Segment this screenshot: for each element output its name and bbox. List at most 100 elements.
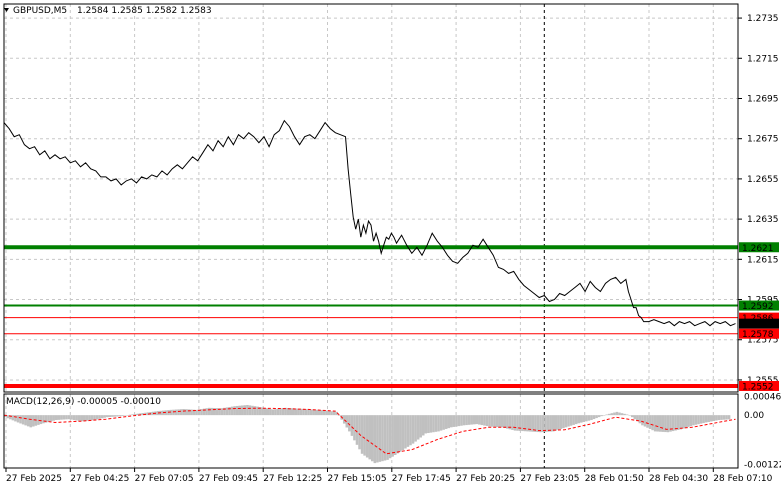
macd-histogram-bar xyxy=(386,415,389,460)
macd-histogram-bar xyxy=(309,409,313,416)
axis-frame xyxy=(3,3,739,469)
triangle-down-icon[interactable] xyxy=(4,8,9,12)
x-tick-label: 27 Feb 23:05 xyxy=(520,474,579,484)
macd-histogram-bar xyxy=(409,415,412,446)
macd-histogram-bar xyxy=(411,415,415,444)
macd-histogram-bar xyxy=(628,415,631,416)
macd-histogram-bar xyxy=(725,415,728,420)
macd-histogram-bar xyxy=(651,415,654,431)
macd-histogram-bar xyxy=(559,415,563,429)
macd-histogram-bar xyxy=(220,408,224,416)
macd-histogram-bar xyxy=(406,415,410,447)
y-tick-label: 1.2615 xyxy=(747,255,779,265)
macd-histogram-bar xyxy=(549,415,552,432)
macd-histogram-bar xyxy=(717,415,721,421)
macd-histogram-bar xyxy=(572,415,575,425)
macd-histogram-bar xyxy=(620,413,624,416)
macd-histogram-bar xyxy=(427,415,430,434)
macd-histogram-bar xyxy=(29,415,33,428)
macd-histogram-bar xyxy=(9,415,12,420)
macd-histogram-bar xyxy=(465,415,468,426)
macd-histogram-bar xyxy=(184,409,188,416)
macd-histogram-bar xyxy=(141,413,145,416)
macd-histogram-bar xyxy=(192,409,196,416)
macd-histogram-bar xyxy=(314,409,318,416)
macd-histogram-bar xyxy=(638,415,642,424)
macd-histogram-bar xyxy=(676,415,680,430)
macd-histogram-bar xyxy=(182,409,185,416)
macd-histogram-bar xyxy=(322,410,326,416)
macd-histogram-bar xyxy=(388,415,392,459)
macd-histogram-bar xyxy=(342,415,346,424)
macd-histogram-bar xyxy=(228,407,231,416)
macd-histogram-bar xyxy=(694,415,698,425)
macd-histogram-bar xyxy=(727,415,731,420)
price-tag-label: 1.2578 xyxy=(742,330,774,340)
macd-histogram-bar xyxy=(6,415,10,419)
macd-histogram-bar xyxy=(105,415,109,418)
macd-histogram-bar xyxy=(258,407,262,416)
macd-histogram-bar xyxy=(39,415,43,425)
macd-histogram-bar xyxy=(274,409,277,416)
macd-histogram-bar xyxy=(320,410,323,416)
macd-axis: 0.00046 0.00 -0.00122 xyxy=(744,392,781,470)
macd-histogram-bar xyxy=(373,415,377,464)
macd-histogram-bar xyxy=(554,415,558,431)
macd-histogram-bar xyxy=(72,415,76,421)
macd-tick-label: 0.00 xyxy=(744,411,764,421)
macd-histogram-bar xyxy=(664,415,667,433)
macd-histogram-bar xyxy=(536,415,540,433)
macd-histogram-bar xyxy=(355,415,359,445)
macd-histogram-bar xyxy=(569,415,573,426)
price-axis[interactable]: 1.2735 1.2715 1.2695 1.2675 1.2655 1.2635 1.26… xyxy=(738,14,779,386)
macd-histogram-bar xyxy=(246,404,249,416)
macd-histogram-bar xyxy=(393,415,397,455)
macd-histogram-bar xyxy=(271,409,275,416)
macd-histogram-bar xyxy=(276,408,280,416)
macd-histogram-bar xyxy=(574,415,578,425)
macd-histogram-bar xyxy=(414,415,417,442)
macd-histogram-bar xyxy=(709,415,713,422)
macd-histogram-bar xyxy=(564,415,568,428)
macd-histogram-bar xyxy=(4,415,7,418)
macd-histogram-bar xyxy=(511,415,514,430)
macd-histogram-bar xyxy=(592,415,596,420)
macd-histogram-bar xyxy=(77,415,81,421)
macd-histogram-bar xyxy=(215,408,219,416)
macd-histogram-bar xyxy=(475,415,479,425)
macd-histogram-bar xyxy=(656,415,659,432)
macd-histogram-bar xyxy=(467,415,471,425)
macd-histogram-bar xyxy=(187,409,191,416)
macd-histogram-bar xyxy=(263,407,267,416)
macd-histogram-bar xyxy=(299,408,303,416)
macd-histogram-bar xyxy=(136,413,140,416)
macd-histogram-bar xyxy=(661,415,665,432)
macd-histogram-bar xyxy=(643,415,647,427)
macd-histogram-bar xyxy=(54,415,58,421)
macd-histogram-bar xyxy=(531,415,535,432)
macd-histogram-bar xyxy=(190,409,193,416)
x-tick-label: 27 Feb 09:45 xyxy=(199,474,258,484)
macd-histogram-bar xyxy=(462,415,466,426)
macd-histogram-bar xyxy=(653,415,657,432)
macd-histogram-bar xyxy=(80,415,84,422)
macd-histogram-bar xyxy=(103,415,106,418)
macd-histogram-bar xyxy=(557,415,560,430)
y-tick-label: 1.2715 xyxy=(747,54,779,64)
time-axis[interactable]: 27 Feb 2025 27 Feb 04:25 27 Feb 07:05 27 Fe… xyxy=(5,468,773,484)
macd-histogram-bar xyxy=(281,408,285,416)
macd-histogram-bar xyxy=(516,415,519,431)
macd-histogram-bar xyxy=(585,415,588,422)
macd-histogram-bar xyxy=(702,415,705,424)
macd-histogram-bar xyxy=(291,408,295,416)
macd-histogram-bar xyxy=(350,415,354,436)
macd-histogram-bar xyxy=(93,415,96,421)
macd-histogram-bar xyxy=(289,408,292,416)
price-tag-box xyxy=(739,312,779,323)
macd-histogram-bar xyxy=(460,415,463,426)
y-tick-label: 1.2555 xyxy=(747,376,779,386)
macd-histogram-bar xyxy=(534,415,537,432)
macd-histogram-bar xyxy=(57,415,61,420)
